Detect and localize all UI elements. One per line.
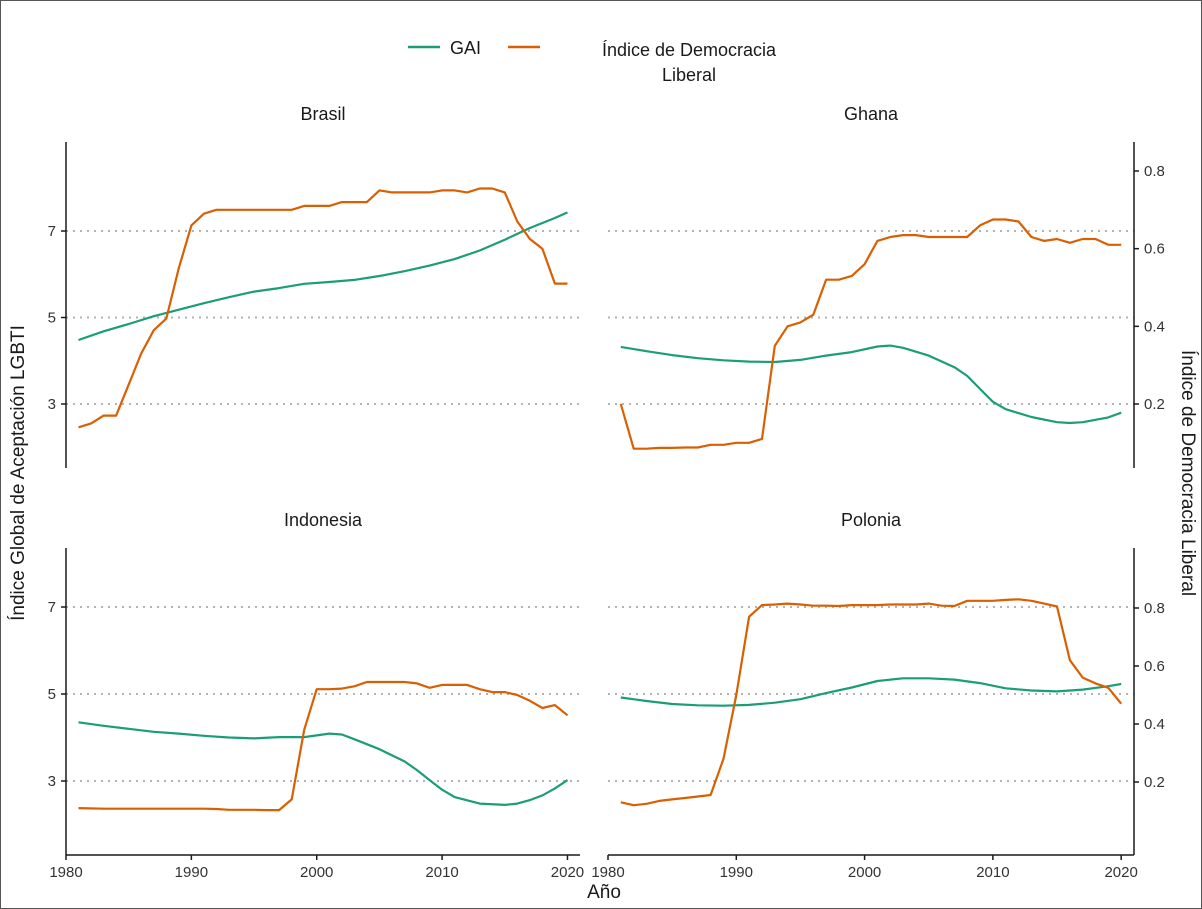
x-tick-label: 2000 [300, 864, 333, 881]
x-tick-label: 1990 [720, 864, 753, 881]
panel-title: Brasil [300, 104, 345, 124]
legend-gai-label: GAI [450, 38, 481, 58]
y-right-tick-label: 0.4 [1144, 318, 1165, 335]
y-left-tick-label: 5 [48, 310, 56, 327]
panel-brasil: Brasil 3 5 7 [48, 104, 580, 468]
y-left-tick-label: 7 [48, 599, 56, 616]
panels: Brasil 3 5 7 Ghana 0.2 0.4 0.6 0.8 Indonesia 3 5 7 19… [48, 104, 1165, 881]
y-axis-right-title: Índice de Democracia Liberal [1177, 350, 1198, 596]
panel-title: Indonesia [284, 510, 363, 530]
legend: GAI Índice de Democracia Liberal [408, 38, 777, 85]
y-right-tick-label: 0.6 [1144, 241, 1165, 258]
y-left-tick-label: 3 [48, 773, 56, 790]
x-tick-label: 1980 [49, 864, 82, 881]
ldi-series-line [78, 187, 568, 429]
ldi-series-line [78, 680, 569, 812]
y-right-tick-label: 0.8 [1144, 163, 1165, 180]
y-right-tick-label: 0.4 [1144, 716, 1165, 733]
x-tick-label: 2000 [848, 864, 881, 881]
gai-series-line [78, 211, 568, 342]
panel-title: Ghana [844, 104, 899, 124]
y-left-tick-label: 5 [48, 686, 56, 703]
ldi-series-line [619, 218, 1122, 450]
y-right-tick-label: 0.8 [1144, 600, 1165, 617]
x-tick-label: 2010 [976, 864, 1009, 881]
gai-series-line [620, 677, 1122, 707]
x-tick-label: 2020 [551, 864, 584, 881]
x-tick-label: 2020 [1104, 864, 1137, 881]
panel-title: Polonia [841, 510, 902, 530]
x-tick-label: 1990 [175, 864, 208, 881]
x-tick-label: 2010 [425, 864, 458, 881]
legend-ldi-label-line1: Índice de Democracia [602, 40, 777, 60]
panel-indonesia: Indonesia 3 5 7 1980 1990 2000 2010 2020 [48, 510, 584, 881]
y-right-tick-label: 0.2 [1144, 396, 1165, 413]
ldi-series-line [620, 598, 1123, 807]
panel-polonia: Polonia 0.2 0.4 0.6 0.8 1980 1990 2000 2010 2020 [591, 510, 1165, 881]
panel-ghana: Ghana 0.2 0.4 0.6 0.8 [608, 104, 1165, 468]
gai-series-line [620, 344, 1122, 425]
legend-ldi-label-line2: Liberal [662, 65, 716, 85]
y-right-tick-label: 0.6 [1144, 658, 1165, 675]
x-axis-title: Año [587, 882, 621, 903]
y-left-tick-label: 7 [48, 223, 56, 240]
gai-series-line [78, 721, 569, 807]
x-tick-label: 1980 [591, 864, 624, 881]
y-axis-left-title: Índice Global de Aceptación LGBTI [8, 325, 29, 621]
y-left-tick-label: 3 [48, 396, 56, 413]
y-right-tick-label: 0.2 [1144, 774, 1165, 791]
